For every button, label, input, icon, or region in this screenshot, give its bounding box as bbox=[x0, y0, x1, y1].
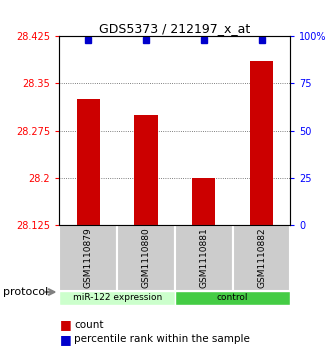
Bar bbox=[175, 225, 233, 290]
Bar bbox=[135, 115, 158, 225]
Bar bbox=[233, 225, 290, 290]
Bar bbox=[59, 225, 117, 290]
Text: protocol: protocol bbox=[3, 287, 49, 297]
Bar bbox=[250, 61, 273, 225]
Text: control: control bbox=[217, 293, 248, 302]
Text: ■: ■ bbox=[59, 333, 71, 346]
Text: count: count bbox=[74, 320, 104, 330]
Text: ■: ■ bbox=[59, 318, 71, 331]
Text: percentile rank within the sample: percentile rank within the sample bbox=[74, 334, 250, 344]
Text: GSM1110879: GSM1110879 bbox=[84, 228, 93, 288]
Bar bbox=[117, 225, 175, 290]
Title: GDS5373 / 212197_x_at: GDS5373 / 212197_x_at bbox=[99, 22, 250, 35]
Bar bbox=[77, 99, 100, 225]
Bar bbox=[192, 178, 215, 225]
Bar bbox=[59, 290, 175, 305]
Text: miR-122 expression: miR-122 expression bbox=[73, 293, 162, 302]
Text: GSM1110881: GSM1110881 bbox=[199, 228, 208, 288]
Text: GSM1110880: GSM1110880 bbox=[142, 228, 150, 288]
Text: GSM1110882: GSM1110882 bbox=[257, 228, 266, 288]
Bar bbox=[175, 290, 290, 305]
